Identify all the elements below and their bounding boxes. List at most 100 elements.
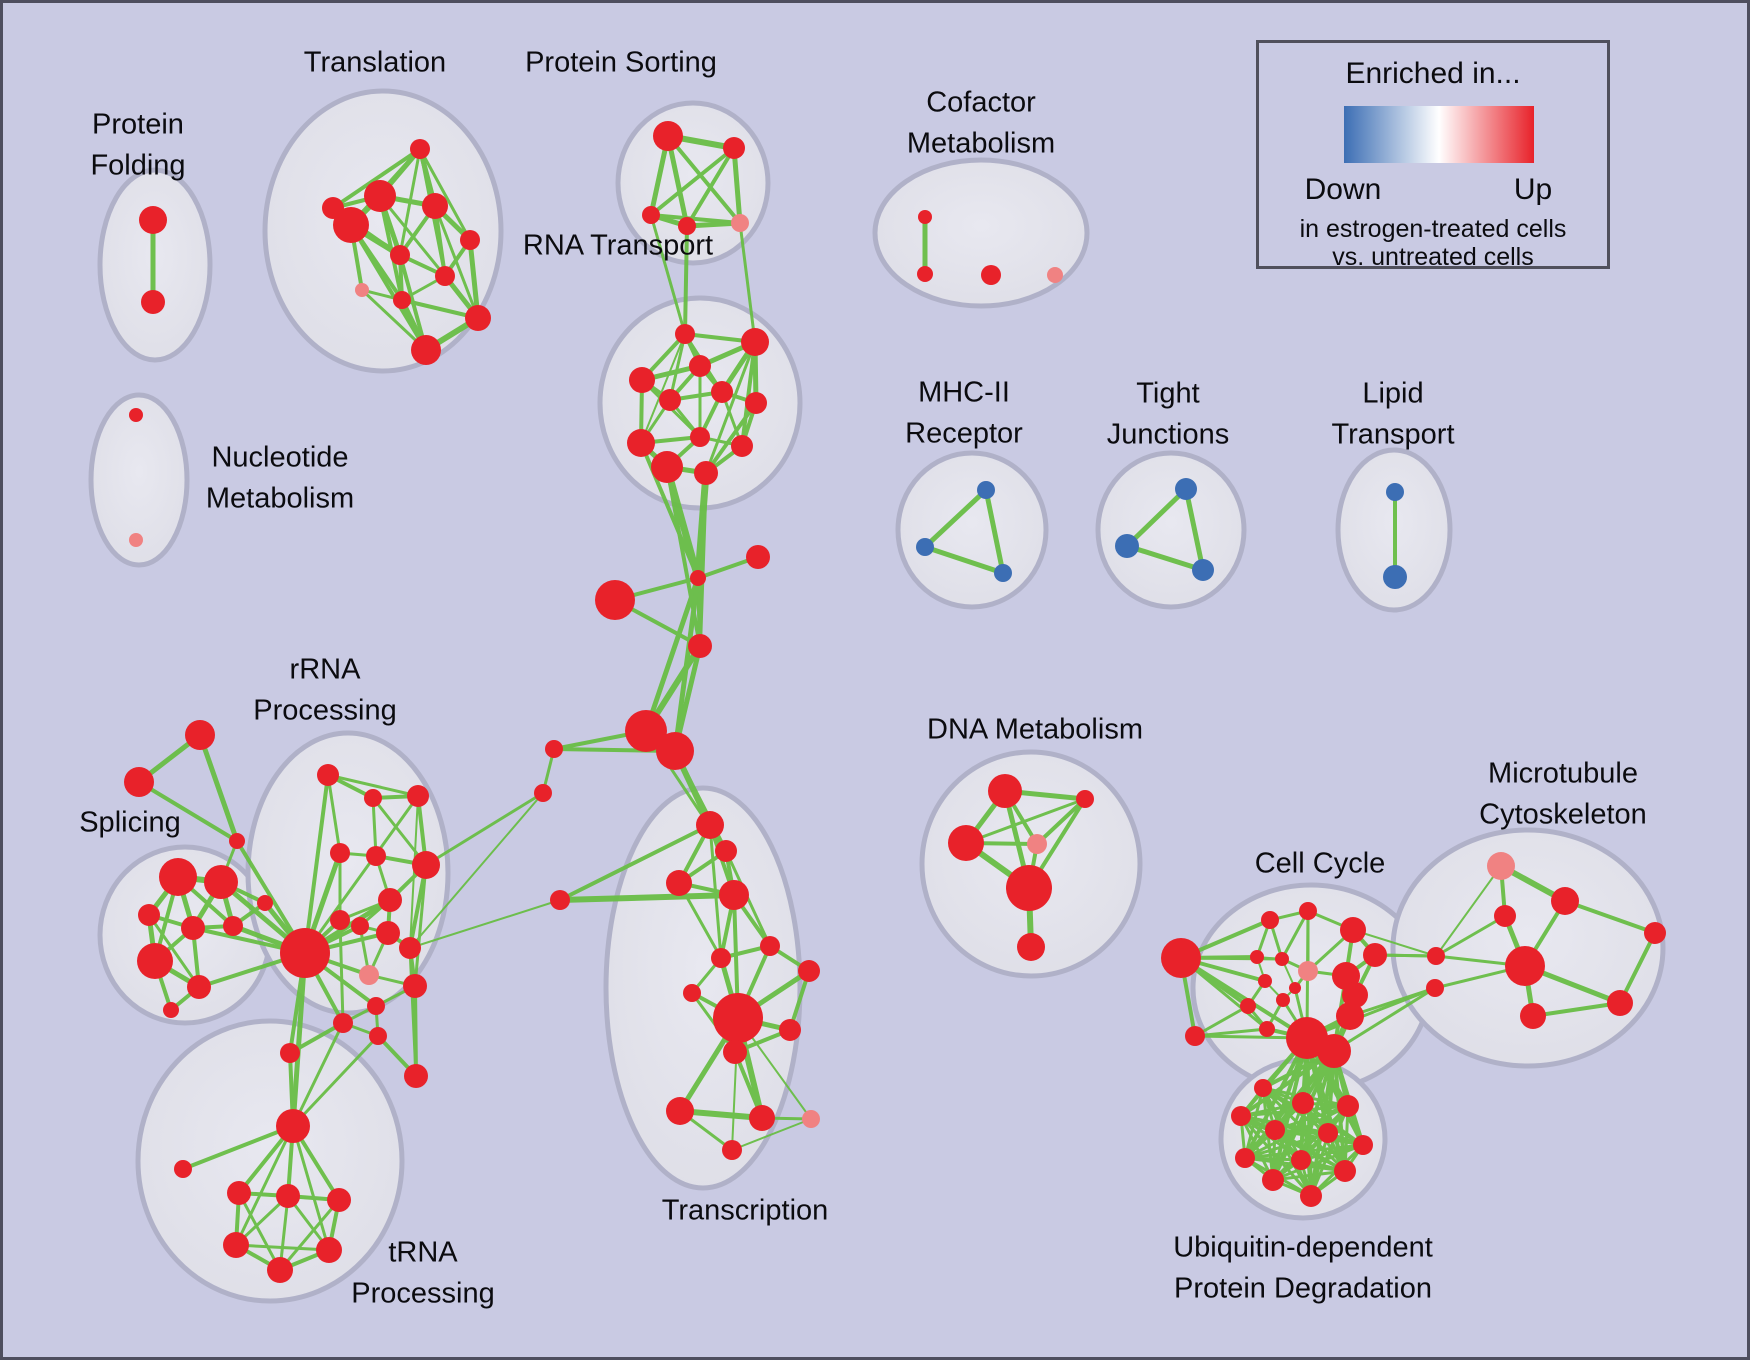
gene-set-node-75 xyxy=(223,1232,249,1258)
gene-set-node-118 xyxy=(1340,917,1366,943)
gene-set-node-7 xyxy=(390,245,410,265)
edge xyxy=(413,863,428,988)
gene-set-node-115 xyxy=(1185,1026,1205,1046)
gene-set-node-32 xyxy=(746,545,770,569)
cluster-label-cell-cycle: Cell Cycle xyxy=(1254,847,1386,880)
gene-set-node-125 xyxy=(1240,998,1256,1014)
gene-set-node-121 xyxy=(1250,950,1264,964)
edge xyxy=(1531,1001,1622,1018)
cluster-label-mhc-ii-receptor: MHC-II Receptor xyxy=(905,376,1023,449)
gene-set-node-53 xyxy=(407,785,429,807)
gene-set-node-30 xyxy=(694,461,718,485)
gene-set-node-122 xyxy=(1275,952,1289,966)
gene-set-node-62 xyxy=(280,928,330,978)
gene-set-node-45 xyxy=(181,916,205,940)
gene-set-node-145 xyxy=(1231,1106,1251,1126)
gene-set-node-55 xyxy=(366,846,386,866)
gene-set-node-61 xyxy=(399,937,421,959)
gene-set-node-59 xyxy=(351,917,369,935)
gene-set-node-101 xyxy=(917,266,933,282)
gene-set-node-113 xyxy=(1383,565,1407,589)
gene-set-node-60 xyxy=(376,921,400,945)
edge xyxy=(1239,1049,1336,1118)
edge xyxy=(1243,1036,1309,1160)
cluster-label-nucleotide-metabolism: Nucleotide Metabolism xyxy=(205,441,355,514)
edge xyxy=(278,1198,341,1272)
gene-set-node-35 xyxy=(625,710,667,752)
edge xyxy=(922,544,1006,576)
gene-set-node-43 xyxy=(204,865,238,899)
gene-set-node-20 xyxy=(741,328,769,356)
cluster-ellipse-mhc-ii-receptor xyxy=(895,450,1049,610)
gene-set-node-10 xyxy=(393,291,411,309)
legend: Enriched in... Down Up in estrogen-treat… xyxy=(1256,40,1610,271)
gene-set-node-112 xyxy=(1386,483,1404,501)
cluster-layer xyxy=(88,88,1666,1304)
gene-set-node-84 xyxy=(711,948,731,968)
edge xyxy=(418,147,472,242)
cluster-ellipse-dna-metabolism xyxy=(919,749,1143,979)
edge xyxy=(137,780,239,843)
gene-set-node-123 xyxy=(1258,974,1272,988)
gene-set-node-39 xyxy=(185,720,215,750)
gene-set-node-116 xyxy=(1261,911,1279,929)
gene-set-node-82 xyxy=(550,890,570,910)
edge xyxy=(1299,1049,1336,1162)
gene-set-node-144 xyxy=(1337,1095,1359,1117)
cluster-label-cofactor-metabolism: Cofactor Metabolism xyxy=(906,86,1056,159)
gene-set-node-99 xyxy=(1017,933,1045,961)
gene-set-node-76 xyxy=(316,1237,342,1263)
cluster-label-microtubule-cytoskeleton: Microtubule Cytoskeleton xyxy=(1479,757,1647,830)
gene-set-node-29 xyxy=(651,451,683,483)
gene-set-node-77 xyxy=(267,1257,293,1283)
gene-set-node-136 xyxy=(1505,946,1545,986)
gene-set-node-15 xyxy=(723,137,745,159)
gene-set-node-2 xyxy=(410,139,430,159)
gene-set-node-139 xyxy=(1607,990,1633,1016)
gene-set-node-102 xyxy=(981,265,1001,285)
gene-set-node-117 xyxy=(1299,902,1317,920)
cluster-label-rrna-processing: rRNA Processing xyxy=(253,653,397,726)
edge xyxy=(649,213,687,336)
gene-set-node-91 xyxy=(802,1110,820,1128)
cluster-ellipse-trna-processing xyxy=(135,1018,405,1304)
gene-set-node-27 xyxy=(690,427,710,447)
gene-set-node-85 xyxy=(683,984,701,1002)
gene-set-node-14 xyxy=(653,121,683,151)
edge xyxy=(424,791,545,867)
gene-set-node-109 xyxy=(1175,478,1197,500)
edge xyxy=(668,332,687,402)
gene-set-node-68 xyxy=(404,1064,428,1088)
gene-set-node-64 xyxy=(403,974,427,998)
gene-set-node-152 xyxy=(1262,1169,1284,1191)
gene-set-node-23 xyxy=(711,381,733,403)
gene-set-node-0 xyxy=(139,206,167,234)
edge xyxy=(704,340,757,475)
gene-set-node-143 xyxy=(1292,1092,1314,1114)
gene-set-node-78 xyxy=(696,811,724,839)
gene-set-node-12 xyxy=(411,335,441,365)
gene-set-node-28 xyxy=(731,435,753,457)
gene-set-node-137 xyxy=(1427,947,1445,965)
gene-set-node-70 xyxy=(276,1109,310,1143)
gene-set-node-16 xyxy=(642,206,660,224)
edge xyxy=(1563,899,1657,935)
gene-set-node-79 xyxy=(715,840,737,862)
legend-up-label: Up xyxy=(1513,173,1553,206)
edge xyxy=(964,797,1087,845)
gene-set-node-37 xyxy=(545,740,563,758)
gene-set-node-17 xyxy=(678,217,696,235)
network-svg xyxy=(88,88,1666,1304)
cluster-ellipse-tight-junctions xyxy=(1095,450,1247,610)
cluster-label-protein-sorting: Protein Sorting xyxy=(525,46,717,79)
cluster-label-ubiquitin-degradation: Ubiquitin-dependent Protein Degradation xyxy=(1173,1231,1433,1304)
gene-set-node-21 xyxy=(689,355,711,377)
gene-set-node-65 xyxy=(367,997,385,1015)
cluster-ellipse-cofactor-metabolism xyxy=(872,157,1090,309)
edge xyxy=(1193,1004,1250,1038)
gene-set-node-150 xyxy=(1291,1150,1311,1170)
edge xyxy=(303,773,330,955)
gene-set-node-142 xyxy=(1254,1079,1272,1097)
gene-set-node-36 xyxy=(656,732,694,770)
gene-set-node-40 xyxy=(124,767,154,797)
